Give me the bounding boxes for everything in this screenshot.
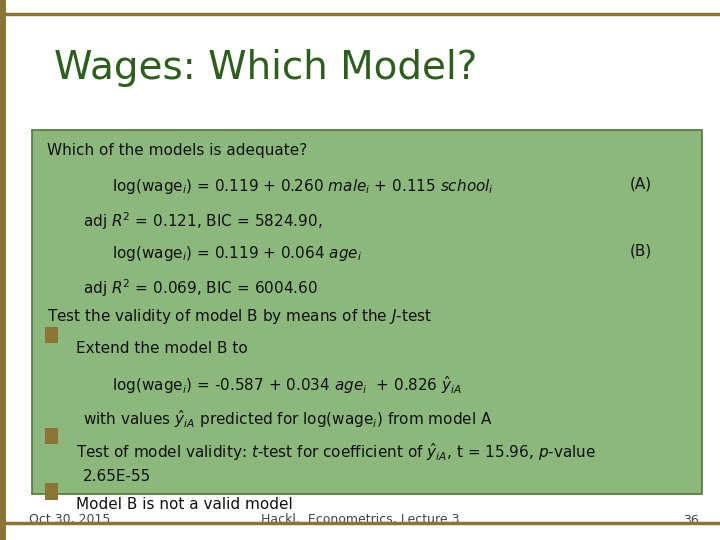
Text: Which of the models is adequate?: Which of the models is adequate? bbox=[47, 143, 307, 158]
Bar bbox=[0, 0, 6, 540]
Text: Wages: Which Model?: Wages: Which Model? bbox=[54, 49, 477, 86]
Text: (A): (A) bbox=[630, 177, 652, 192]
Text: Test the validity of model B by means of the $\it{J}$-test: Test the validity of model B by means of… bbox=[47, 307, 432, 326]
Bar bbox=[45, 327, 58, 343]
Text: 2.65E-55: 2.65E-55 bbox=[83, 469, 151, 483]
Text: Extend the model B to: Extend the model B to bbox=[76, 341, 248, 356]
Text: (B): (B) bbox=[630, 244, 652, 259]
Text: Test of model validity: $\it{t}$-test for coefficient of $\hat{y}_{iA}$, t = 15.: Test of model validity: $\it{t}$-test fo… bbox=[76, 441, 595, 463]
Text: Model B is not a valid model: Model B is not a valid model bbox=[76, 497, 292, 512]
Text: Hackl,  Econometrics, Lecture 3: Hackl, Econometrics, Lecture 3 bbox=[261, 514, 459, 526]
Text: adj $R^2$ = 0.121, BIC = 5824.90,: adj $R^2$ = 0.121, BIC = 5824.90, bbox=[83, 210, 323, 232]
Text: adj $R^2$ = 0.069, BIC = 6004.60: adj $R^2$ = 0.069, BIC = 6004.60 bbox=[83, 277, 318, 299]
Text: log(wage$_i$) = 0.119 + 0.064 $\it{age}_i$: log(wage$_i$) = 0.119 + 0.064 $\it{age}_… bbox=[112, 244, 361, 262]
Text: Oct 30, 2015: Oct 30, 2015 bbox=[29, 514, 110, 526]
Bar bbox=[45, 428, 58, 444]
Text: log(wage$_i$) = -0.587 + 0.034 $\it{age}_i$  + 0.826 $\hat{y}_{iA}$: log(wage$_i$) = -0.587 + 0.034 $\it{age}… bbox=[112, 374, 462, 396]
Text: 36: 36 bbox=[683, 514, 698, 526]
Text: log(wage$_i$) = 0.119 + 0.260 $\it{male}_i$ + 0.115 $\it{school}_i$: log(wage$_i$) = 0.119 + 0.260 $\it{male}… bbox=[112, 177, 493, 195]
Text: with values $\hat{y}_{iA}$ predicted for log(wage$_i$) from model A: with values $\hat{y}_{iA}$ predicted for… bbox=[83, 408, 492, 429]
FancyBboxPatch shape bbox=[32, 130, 702, 494]
Bar bbox=[45, 483, 58, 500]
